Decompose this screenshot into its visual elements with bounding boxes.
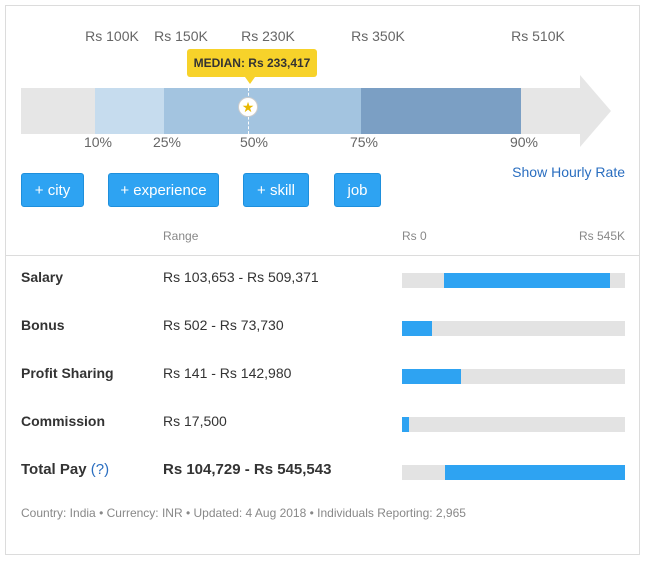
profit-sharing-range-fill xyxy=(402,369,461,384)
show-hourly-rate-link[interactable]: Show Hourly Rate xyxy=(512,164,625,180)
range-column-header: Range xyxy=(163,229,199,243)
footer-currency: Currency: INR xyxy=(106,506,183,520)
bonus-range-fill xyxy=(402,321,432,336)
total-pay-range-bar xyxy=(402,465,625,480)
total-pay-text: Total Pay xyxy=(21,461,87,478)
commission-label: Commission xyxy=(21,413,106,429)
footer-reporting: Individuals Reporting: 2,965 xyxy=(317,506,466,520)
footer-separator: • xyxy=(185,506,194,520)
percentile-75-label: 75% xyxy=(349,134,379,150)
profit-sharing-range-bar xyxy=(402,369,625,384)
total-pay-range: Rs 104,729 - Rs 545,543 xyxy=(163,461,332,478)
scale-max-label: Rs 545K xyxy=(578,229,625,243)
percentile-10-value: Rs 100K xyxy=(85,28,139,44)
total-pay-label: Total Pay (?) xyxy=(21,461,109,478)
job-button[interactable]: job xyxy=(334,173,381,207)
percentile-25-label: 25% xyxy=(152,134,182,150)
range-arrow-head xyxy=(580,75,611,147)
commission-range-bar xyxy=(402,417,625,432)
bonus-label: Bonus xyxy=(21,317,65,333)
bonus-range: Rs 502 - Rs 73,730 xyxy=(163,317,284,333)
range-bar-10-25 xyxy=(95,88,164,134)
percentile-75-value: Rs 350K xyxy=(351,28,405,44)
footer-meta: Country: India • Currency: INR • Updated… xyxy=(21,506,466,520)
percentile-50-label: 50% xyxy=(239,134,269,150)
salary-range-fill xyxy=(444,273,610,288)
add-experience-button[interactable]: + experience xyxy=(108,173,219,207)
salary-label: Salary xyxy=(21,269,64,285)
add-skill-button[interactable]: + skill xyxy=(243,173,309,207)
total-pay-range-fill xyxy=(445,465,625,480)
percentile-10-label: 10% xyxy=(83,134,113,150)
range-bar-25-75 xyxy=(164,88,361,134)
percentile-25-value: Rs 150K xyxy=(154,28,208,44)
range-bar-above-90 xyxy=(521,88,581,134)
range-bar-75-90 xyxy=(361,88,521,134)
percentile-90-value: Rs 510K xyxy=(511,28,565,44)
footer-separator: • xyxy=(309,506,318,520)
total-pay-help-link[interactable]: (?) xyxy=(90,461,110,478)
commission-range: Rs 17,500 xyxy=(163,413,227,429)
footer-separator: • xyxy=(99,506,107,520)
percentile-90-label: 90% xyxy=(509,134,539,150)
median-badge: MEDIAN: Rs 233,417 xyxy=(187,49,317,84)
scale-min-label: Rs 0 xyxy=(402,229,427,243)
salary-range-bar xyxy=(402,273,625,288)
percentile-50-value: Rs 230K xyxy=(241,28,295,44)
median-star-icon: ★ xyxy=(238,97,258,117)
range-bar-below-10 xyxy=(21,88,96,134)
footer-updated: Updated: 4 Aug 2018 xyxy=(193,506,307,520)
profit-sharing-range: Rs 141 - Rs 142,980 xyxy=(163,365,292,381)
add-city-button[interactable]: + city xyxy=(21,173,84,207)
salary-range: Rs 103,653 - Rs 509,371 xyxy=(163,269,319,285)
footer-country: Country: India xyxy=(21,506,96,520)
commission-range-fill xyxy=(402,417,409,432)
profit-sharing-label: Profit Sharing xyxy=(21,365,114,381)
bonus-range-bar xyxy=(402,321,625,336)
header-divider xyxy=(5,255,640,256)
